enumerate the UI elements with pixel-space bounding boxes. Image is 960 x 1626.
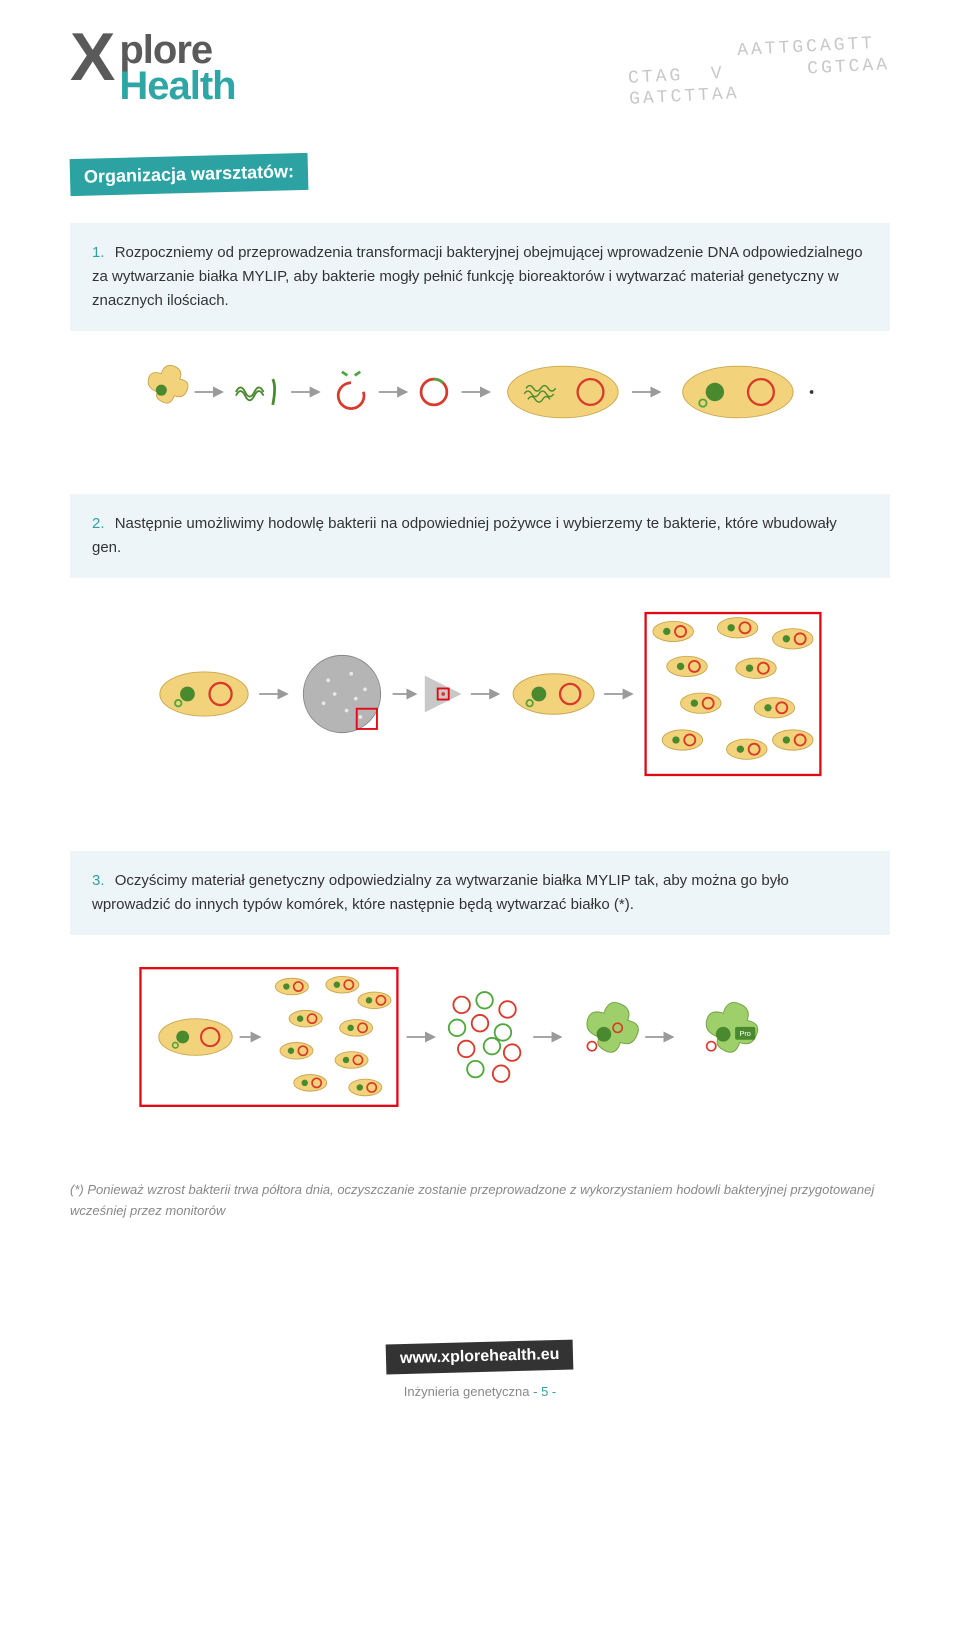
- diagram-2: [70, 602, 890, 791]
- transformation-flow-icon: [130, 355, 830, 429]
- footer-page: Inżynieria genetyczna - 5 -: [70, 1384, 890, 1399]
- logo: X plore Health: [70, 30, 236, 106]
- diagram-1: [70, 355, 890, 434]
- footnote: (*) Ponieważ wzrost bakterii trwa półtor…: [70, 1180, 890, 1222]
- diagram-3: Pro: [70, 959, 890, 1120]
- step-block: 3. Oczyścimy materiał genetyczny odpowie…: [70, 851, 890, 935]
- step-text: Oczyścimy materiał genetyczny odpowiedzi…: [92, 872, 789, 913]
- step-number: 2.: [92, 515, 105, 532]
- selection-flow-icon: [130, 602, 830, 786]
- page-header: X plore Health AATTGCAGTT CTAG V CGTCAA …: [70, 30, 890, 106]
- logo-line2: Health: [119, 66, 235, 106]
- purification-flow-icon: Pro: [130, 959, 830, 1115]
- step-number: 3.: [92, 872, 105, 889]
- section-title: Organizacja warsztatów:: [70, 153, 309, 196]
- step-block: 2. Następnie umożliwimy hodowlę bakterii…: [70, 494, 890, 578]
- footer-page-label: Inżynieria genetyczna: [404, 1384, 530, 1399]
- page-footer: www.xplorehealth.eu Inżynieria genetyczn…: [70, 1342, 890, 1399]
- step-text: Następnie umożliwimy hodowlę bakterii na…: [92, 515, 837, 556]
- dna-decoration: AATTGCAGTT CTAG V CGTCAA GATCTTAA: [626, 33, 891, 111]
- logo-mark: X: [70, 30, 115, 84]
- step-text: Rozpoczniemy od przeprowadzenia transfor…: [92, 244, 863, 309]
- logo-text: plore Health: [119, 30, 235, 106]
- step-block: 1. Rozpoczniemy od przeprowadzenia trans…: [70, 223, 890, 331]
- svg-text:Pro: Pro: [739, 1029, 750, 1038]
- step-number: 1.: [92, 244, 105, 261]
- footer-url: www.xplorehealth.eu: [386, 1339, 574, 1374]
- footer-page-number: - 5 -: [533, 1384, 556, 1399]
